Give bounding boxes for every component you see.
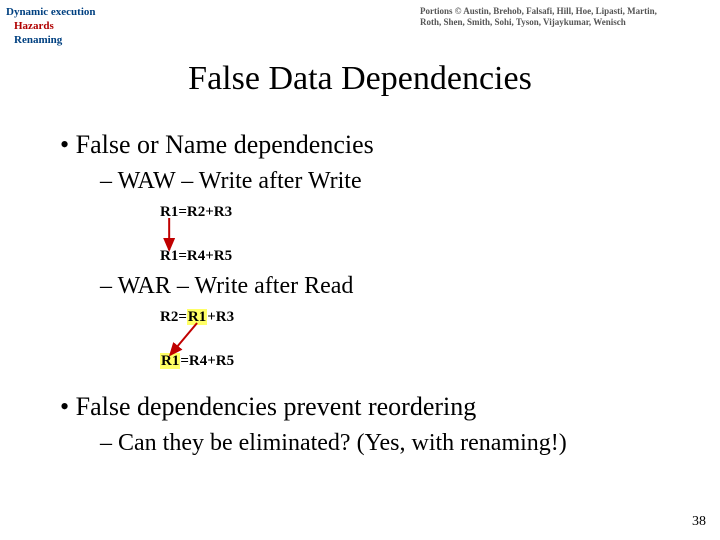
- page-number: 38: [692, 514, 706, 530]
- nav-block: Dynamic execution Hazards Renaming: [6, 6, 96, 47]
- reg-r1-war-bot: R1: [160, 353, 180, 369]
- credits: Portions © Austin, Brehob, Falsafi, Hill…: [420, 6, 710, 28]
- nav-l1: Dynamic execution: [6, 6, 96, 20]
- code-war-1-a: R2=: [160, 309, 187, 325]
- slide-title: False Data Dependencies: [0, 60, 720, 98]
- reg-r1-waw-bot: R1: [160, 248, 178, 264]
- dash-eliminate: – Can they be eliminated? (Yes, with ren…: [100, 430, 660, 457]
- credits-line1: Portions © Austin, Brehob, Falsafi, Hill…: [420, 6, 710, 17]
- code-waw-1: R1=R2+R3: [160, 203, 660, 221]
- slide-body: • False or Name dependencies – WAW – Wri…: [60, 120, 660, 457]
- slide: Dynamic execution Hazards Renaming Porti…: [0, 0, 720, 540]
- code-waw-2: R1=R4+R5: [160, 247, 660, 265]
- code-war-1-c: +R3: [207, 309, 234, 325]
- bullet-2: • False dependencies prevent reordering: [60, 392, 660, 422]
- code-waw-1-rest: =R2+R3: [178, 204, 232, 220]
- code-war-2-rest: =R4+R5: [180, 353, 234, 369]
- code-waw-2-rest: =R4+R5: [178, 248, 232, 264]
- dash-waw: – WAW – Write after Write: [100, 168, 660, 195]
- bullet-1: • False or Name dependencies: [60, 130, 660, 160]
- credits-line2: Roth, Shen, Smith, Sohi, Tyson, Vijaykum…: [420, 17, 710, 28]
- reg-r1-war-top: R1: [187, 309, 207, 325]
- nav-l3: Renaming: [14, 34, 96, 48]
- code-war-1: R2=R1+R3: [160, 308, 660, 326]
- code-war-2: R1=R4+R5: [160, 352, 660, 370]
- nav-l2: Hazards: [14, 20, 96, 34]
- reg-r1-waw-top: R1: [160, 204, 178, 220]
- dash-war: – WAR – Write after Read: [100, 273, 660, 300]
